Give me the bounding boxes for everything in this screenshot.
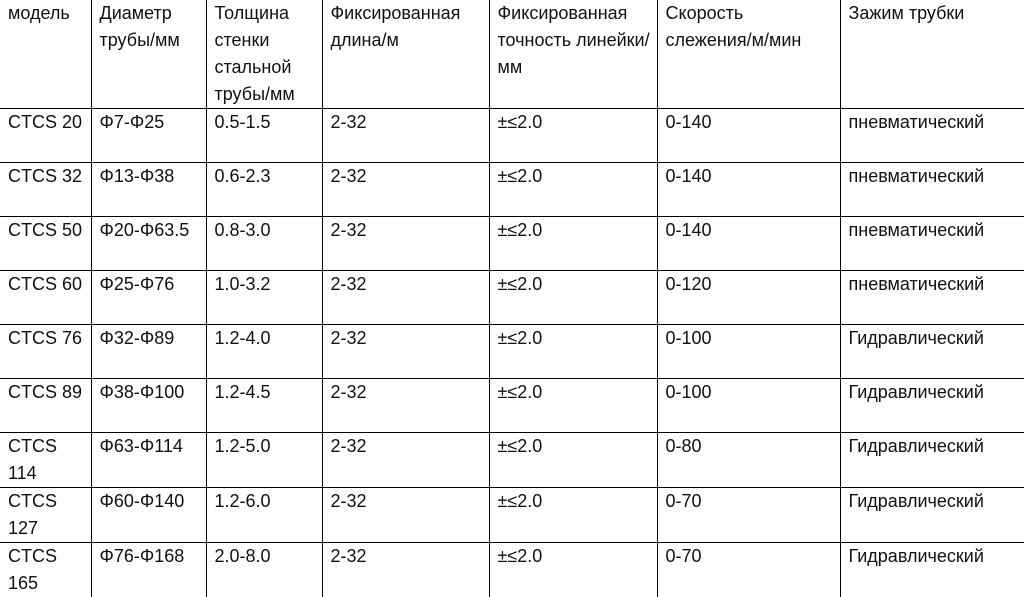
cell-tube-clamp: Гидравлический: [840, 325, 1024, 379]
cell-ruler-accuracy: ±≤2.0: [489, 109, 657, 163]
cell-wall-thickness: 0.6-2.3: [206, 163, 322, 217]
cell-fixed-length: 2-32: [322, 109, 489, 163]
cell-model: CTCS 32: [0, 163, 91, 217]
cell-tracking-speed: 0-70: [657, 543, 840, 597]
cell-ruler-accuracy: ±≤2.0: [489, 543, 657, 597]
cell-pipe-diameter: Φ76-Φ168: [91, 543, 206, 597]
cell-wall-thickness: 1.2-5.0: [206, 433, 322, 488]
cell-tracking-speed: 0-100: [657, 325, 840, 379]
cell-ruler-accuracy: ±≤2.0: [489, 163, 657, 217]
cell-model: CTCS 60: [0, 271, 91, 325]
cell-pipe-diameter: Φ63-Φ114: [91, 433, 206, 488]
cell-ruler-accuracy: ±≤2.0: [489, 379, 657, 433]
cell-wall-thickness: 0.8-3.0: [206, 217, 322, 271]
cell-model: CTCS 114: [0, 433, 91, 488]
cell-tracking-speed: 0-100: [657, 379, 840, 433]
cell-pipe-diameter: Φ13-Φ38: [91, 163, 206, 217]
cell-pipe-diameter: Φ60-Φ140: [91, 488, 206, 543]
cell-wall-thickness: 1.2-6.0: [206, 488, 322, 543]
cell-tube-clamp: Гидравлический: [840, 433, 1024, 488]
cell-tracking-speed: 0-140: [657, 217, 840, 271]
cell-wall-thickness: 1.2-4.0: [206, 325, 322, 379]
cell-pipe-diameter: Φ38-Φ100: [91, 379, 206, 433]
cell-model: CTCS 76: [0, 325, 91, 379]
header-pipe-diameter: Диаметр трубы/мм: [91, 0, 206, 109]
cell-tube-clamp: пневматический: [840, 163, 1024, 217]
cell-tracking-speed: 0-140: [657, 163, 840, 217]
cell-fixed-length: 2-32: [322, 217, 489, 271]
cell-fixed-length: 2-32: [322, 488, 489, 543]
header-fixed-length: Фиксированная длина/м: [322, 0, 489, 109]
cell-tube-clamp: Гидравлический: [840, 379, 1024, 433]
cell-fixed-length: 2-32: [322, 543, 489, 597]
cell-fixed-length: 2-32: [322, 271, 489, 325]
cell-tube-clamp: Гидравлический: [840, 488, 1024, 543]
cell-tube-clamp: Гидравлический: [840, 543, 1024, 597]
cell-pipe-diameter: Φ7-Φ25: [91, 109, 206, 163]
cell-model: CTCS 165: [0, 543, 91, 597]
cell-tube-clamp: пневматический: [840, 271, 1024, 325]
cell-tracking-speed: 0-80: [657, 433, 840, 488]
cell-wall-thickness: 0.5-1.5: [206, 109, 322, 163]
cell-tube-clamp: пневматический: [840, 217, 1024, 271]
cell-pipe-diameter: Φ20-Φ63.5: [91, 217, 206, 271]
cell-fixed-length: 2-32: [322, 433, 489, 488]
cell-ruler-accuracy: ±≤2.0: [489, 271, 657, 325]
header-row: модель Диаметр трубы/мм Толщина стенки с…: [0, 0, 1024, 109]
cell-ruler-accuracy: ±≤2.0: [489, 488, 657, 543]
header-tube-clamp: Зажим трубки: [840, 0, 1024, 109]
header-ruler-accuracy: Фиксированная точность линейки/мм: [489, 0, 657, 109]
cell-wall-thickness: 1.0-3.2: [206, 271, 322, 325]
cell-model: CTCS 50: [0, 217, 91, 271]
cell-pipe-diameter: Φ25-Φ76: [91, 271, 206, 325]
cell-tracking-speed: 0-140: [657, 109, 840, 163]
cell-fixed-length: 2-32: [322, 379, 489, 433]
header-wall-thickness: Толщина стенки стальной трубы/мм: [206, 0, 322, 109]
cell-ruler-accuracy: ±≤2.0: [489, 325, 657, 379]
cell-model: CTCS 127: [0, 488, 91, 543]
cell-fixed-length: 2-32: [322, 325, 489, 379]
header-tracking-speed: Скорость слежения/м/мин: [657, 0, 840, 109]
cell-model: CTCS 89: [0, 379, 91, 433]
cell-ruler-accuracy: ±≤2.0: [489, 433, 657, 488]
cell-wall-thickness: 2.0-8.0: [206, 543, 322, 597]
cell-model: CTCS 20: [0, 109, 91, 163]
cell-fixed-length: 2-32: [322, 163, 489, 217]
header-model: модель: [0, 0, 91, 109]
cell-ruler-accuracy: ±≤2.0: [489, 217, 657, 271]
table-header: модель Диаметр трубы/мм Толщина стенки с…: [0, 0, 1024, 109]
cell-tube-clamp: пневматический: [840, 109, 1024, 163]
cell-tracking-speed: 0-120: [657, 271, 840, 325]
cell-tracking-speed: 0-70: [657, 488, 840, 543]
cell-pipe-diameter: Φ32-Φ89: [91, 325, 206, 379]
cell-wall-thickness: 1.2-4.5: [206, 379, 322, 433]
